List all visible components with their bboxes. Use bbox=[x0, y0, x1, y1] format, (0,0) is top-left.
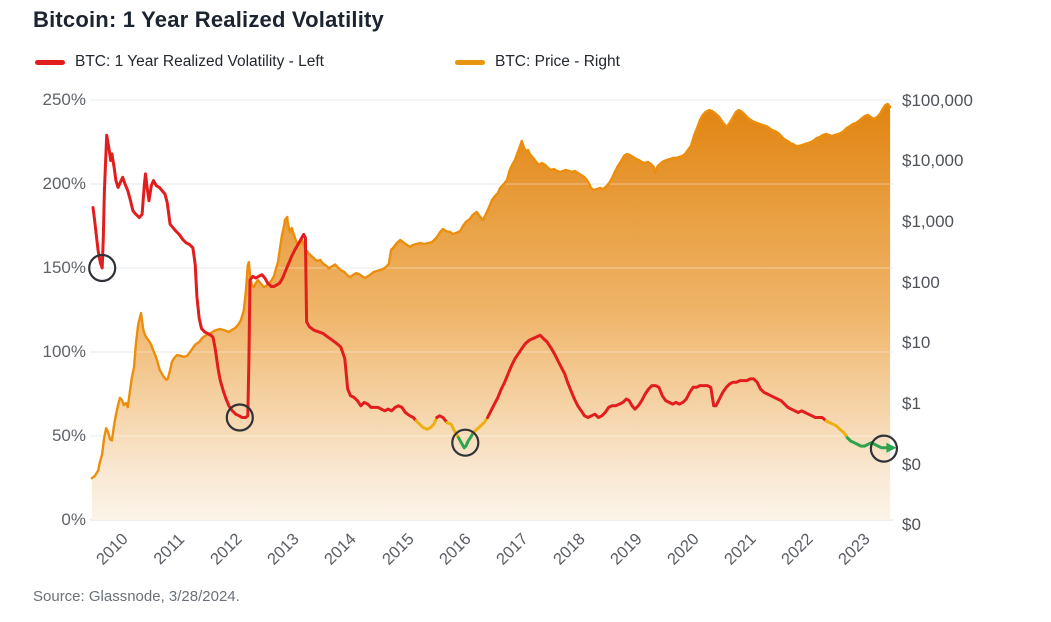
highlight-circle bbox=[225, 403, 254, 432]
price-line bbox=[90, 102, 892, 480]
trend-arrow-icon bbox=[886, 442, 897, 453]
highlight-circle bbox=[88, 253, 117, 283]
volatility-line-segment bbox=[845, 436, 890, 450]
volatility-line-segment bbox=[471, 416, 490, 435]
volatility-line-segment bbox=[824, 419, 849, 440]
legend-label-price: BTC: Price - Right bbox=[495, 53, 620, 70]
volatility-swatch bbox=[35, 59, 65, 65]
price-swatch bbox=[455, 59, 485, 65]
page-title: Bitcoin: 1 Year Realized Volatility bbox=[33, 7, 384, 32]
volatility-line-segment bbox=[414, 416, 439, 431]
volatility-line-segment bbox=[435, 414, 449, 425]
legend-item-price: BTC: Price - Right bbox=[455, 50, 620, 74]
highlight-circle bbox=[451, 428, 480, 457]
legend-label-volatility: BTC: 1 Year Realized Volatility - Left bbox=[75, 53, 324, 70]
source-note: Source: Glassnode, 3/28/2024. bbox=[33, 588, 240, 605]
highlight-circle bbox=[869, 434, 899, 463]
volatility-line-segment bbox=[457, 431, 475, 450]
volatility-line-segment bbox=[486, 333, 828, 423]
price-area bbox=[91, 104, 891, 520]
legend-item-volatility: BTC: 1 Year Realized Volatility - Left bbox=[35, 50, 324, 74]
volatility-line-segment bbox=[91, 133, 418, 423]
legend: BTC: 1 Year Realized Volatility - Left B… bbox=[0, 50, 1051, 74]
